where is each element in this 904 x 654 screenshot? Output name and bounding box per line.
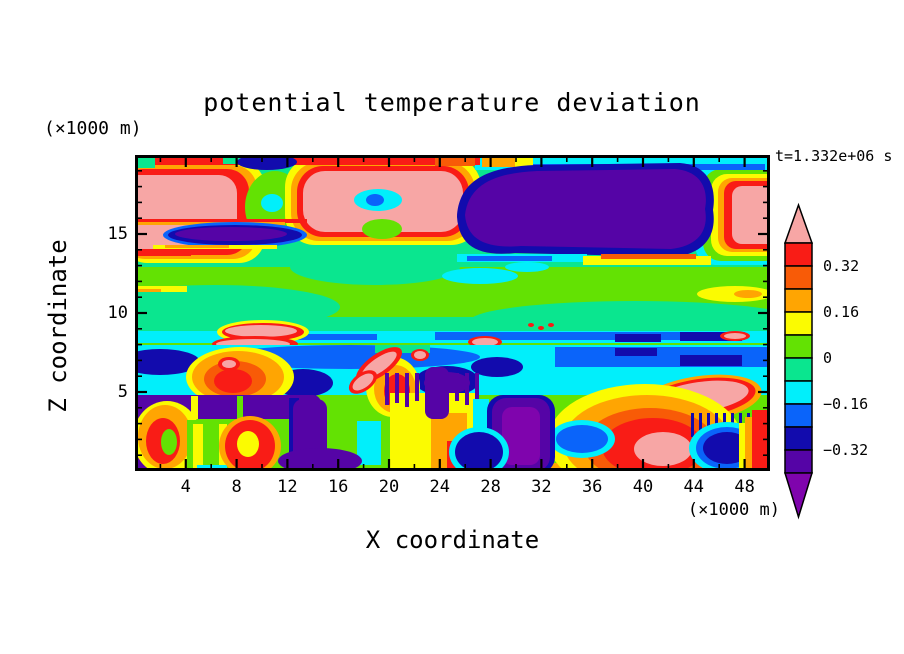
x-tick-label: 16 [327, 477, 349, 497]
x-tick-label: 40 [632, 477, 654, 497]
x-tick-label: 48 [734, 477, 755, 497]
x-axis-title: X coordinate [365, 526, 540, 554]
colorbar-label: −0.16 [823, 395, 868, 413]
z-tick-label: 15 [107, 224, 128, 244]
x-tick-label: 12 [277, 477, 298, 497]
x-tick-label: 4 [180, 477, 191, 497]
z-axis-title: Z coordinate [44, 239, 72, 413]
z-axis-unit: (×1000 m) [44, 118, 142, 139]
colorbar: 0.32 0.16 0 −0.16 −0.32 [783, 202, 868, 520]
x-tick-label: 36 [581, 477, 603, 497]
x-tick-label: 32 [531, 477, 552, 497]
x-tick-label: 44 [683, 477, 705, 497]
z-tick-label: 10 [107, 303, 128, 323]
chart-title: potential temperature deviation [203, 88, 701, 117]
colorbar-label: 0 [823, 349, 832, 367]
x-tick-label: 28 [480, 477, 501, 497]
contour-field [135, 155, 770, 471]
z-tick-label: 5 [117, 382, 128, 402]
colorbar-label: 0.16 [823, 303, 859, 321]
x-axis-unit: (×1000 m) [687, 500, 780, 520]
time-stamp: t=1.332e+06 s [775, 147, 893, 165]
x-tick-label: 24 [429, 477, 451, 497]
colorbar-label: −0.32 [823, 441, 868, 459]
x-tick-label: 8 [231, 477, 242, 497]
colorbar-label: 0.32 [823, 257, 859, 275]
x-tick-label: 20 [378, 477, 400, 497]
